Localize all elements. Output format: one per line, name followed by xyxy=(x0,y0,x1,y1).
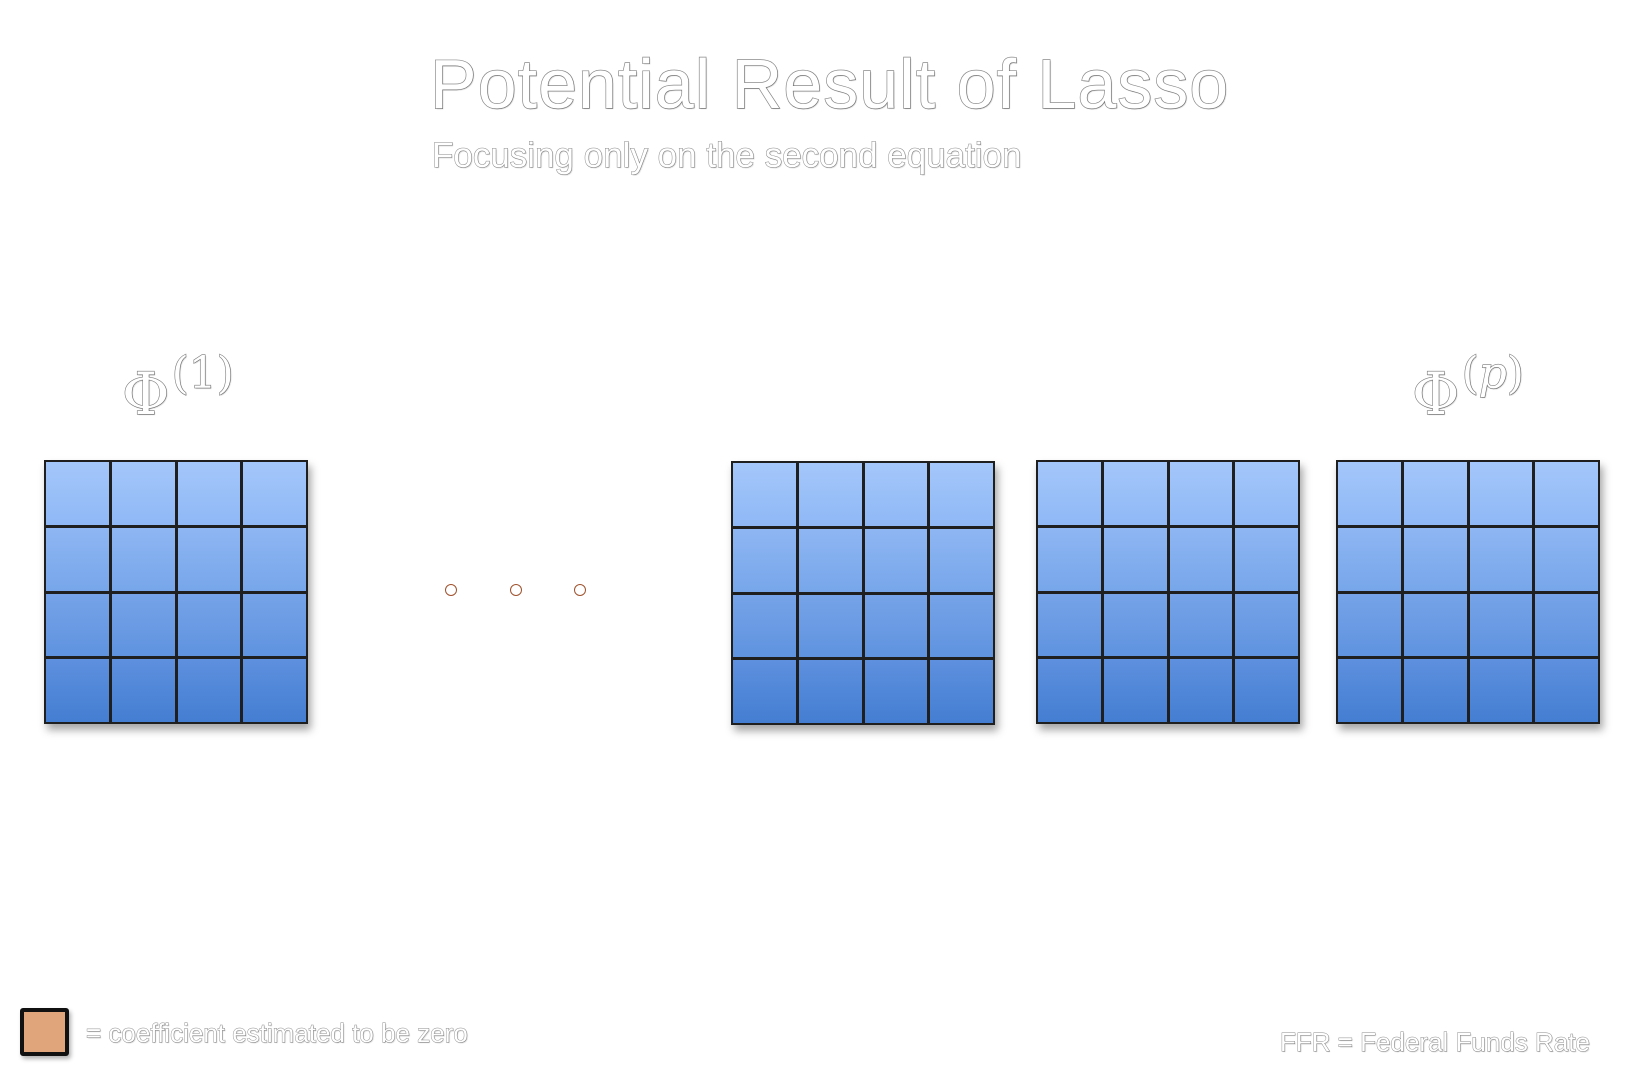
coefficient-cell xyxy=(1469,462,1533,525)
coefficient-cell xyxy=(177,659,241,722)
coefficient-cell xyxy=(1338,659,1401,722)
coefficient-cell xyxy=(864,660,928,723)
coefficient-cell xyxy=(864,528,928,592)
matrix-phi-p-minus-1 xyxy=(1036,460,1300,724)
coefficient-cell xyxy=(1535,593,1598,657)
coefficient-cell xyxy=(177,462,241,525)
phi-p-label: Φ(p) xyxy=(1411,347,1524,428)
coefficient-cell xyxy=(243,462,306,525)
phi-p-index-var: p xyxy=(1478,347,1507,399)
coefficient-cell xyxy=(1235,593,1298,657)
coefficient-cell xyxy=(1338,462,1401,525)
ffr-note: FFR = Federal Funds Rate xyxy=(1280,1027,1591,1058)
coefficient-cell xyxy=(798,463,862,526)
coefficient-cell xyxy=(1403,593,1467,657)
coefficient-cell xyxy=(1235,527,1298,591)
coefficient-cell xyxy=(733,463,796,526)
matrix-phi-p xyxy=(1336,460,1600,724)
coefficient-cell xyxy=(243,659,306,722)
coefficient-cell xyxy=(1169,462,1233,525)
coefficient-cell xyxy=(1038,659,1101,722)
coefficient-cell xyxy=(733,594,796,658)
phi-1-symbol: Φ xyxy=(121,359,170,428)
coefficient-cell xyxy=(798,528,862,592)
coefficient-cell xyxy=(1038,462,1101,525)
phi-p-index: (p) xyxy=(1461,347,1525,399)
coefficient-cell xyxy=(1535,462,1598,525)
coefficient-cell xyxy=(1535,527,1598,591)
coefficient-cell xyxy=(1103,593,1167,657)
coefficient-cell xyxy=(1469,527,1533,591)
coefficient-cell xyxy=(1403,462,1467,525)
coefficient-cell xyxy=(864,594,928,658)
coefficient-cell xyxy=(1403,659,1467,722)
phi-p-index-open: ( xyxy=(1461,347,1479,399)
coefficient-cell xyxy=(243,527,306,591)
coefficient-cell xyxy=(1038,593,1101,657)
coefficient-cell xyxy=(864,463,928,526)
phi-p-index-close: ) xyxy=(1506,347,1525,399)
coefficient-cell xyxy=(1403,527,1467,591)
coefficient-cell xyxy=(798,660,862,723)
coefficient-cell xyxy=(46,593,109,657)
coefficient-cell xyxy=(46,462,109,525)
zero-coefficient-swatch xyxy=(20,1008,69,1056)
coefficient-cell xyxy=(1169,527,1233,591)
coefficient-cell xyxy=(1103,527,1167,591)
coefficient-cell xyxy=(177,593,241,657)
coefficient-cell xyxy=(1338,593,1401,657)
coefficient-cell xyxy=(111,593,175,657)
coefficient-cell xyxy=(1103,659,1167,722)
coefficient-cell xyxy=(733,528,796,592)
coefficient-cell xyxy=(1469,593,1533,657)
coefficient-cell xyxy=(930,528,993,592)
coefficient-cell xyxy=(1169,659,1233,722)
matrix-phi-1 xyxy=(44,460,308,724)
legend-text: = coefficient estimated to be zero xyxy=(86,1018,469,1049)
coefficient-cell xyxy=(1535,659,1598,722)
ellipsis-dot xyxy=(574,584,586,596)
coefficient-cell xyxy=(1169,593,1233,657)
coefficient-cell xyxy=(1469,659,1533,722)
coefficient-cell xyxy=(1038,527,1101,591)
coefficient-cell xyxy=(1103,462,1167,525)
coefficient-cell xyxy=(930,594,993,658)
coefficient-cell xyxy=(111,527,175,591)
coefficient-cell xyxy=(177,527,241,591)
coefficient-cell xyxy=(1235,462,1298,525)
phi-p-symbol: Φ xyxy=(1411,359,1460,428)
coefficient-cell xyxy=(798,594,862,658)
coefficient-cell xyxy=(46,527,109,591)
coefficient-cell xyxy=(1338,527,1401,591)
phi-1-index: (1) xyxy=(171,347,235,399)
coefficient-cell xyxy=(1235,659,1298,722)
coefficient-cell xyxy=(243,593,306,657)
ellipsis-dot xyxy=(510,584,522,596)
coefficient-cell xyxy=(930,463,993,526)
ellipsis-dot xyxy=(445,584,457,596)
matrix-phi-p-minus-2 xyxy=(731,461,995,725)
phi-1-label: Φ(1) xyxy=(121,347,234,428)
coefficient-cell xyxy=(930,660,993,723)
coefficient-cell xyxy=(46,659,109,722)
slide-subtitle: Focusing only on the second equation xyxy=(432,136,1023,176)
coefficient-cell xyxy=(111,659,175,722)
coefficient-cell xyxy=(111,462,175,525)
coefficient-cell xyxy=(733,660,796,723)
slide-title: Potential Result of Lasso xyxy=(429,44,1230,123)
